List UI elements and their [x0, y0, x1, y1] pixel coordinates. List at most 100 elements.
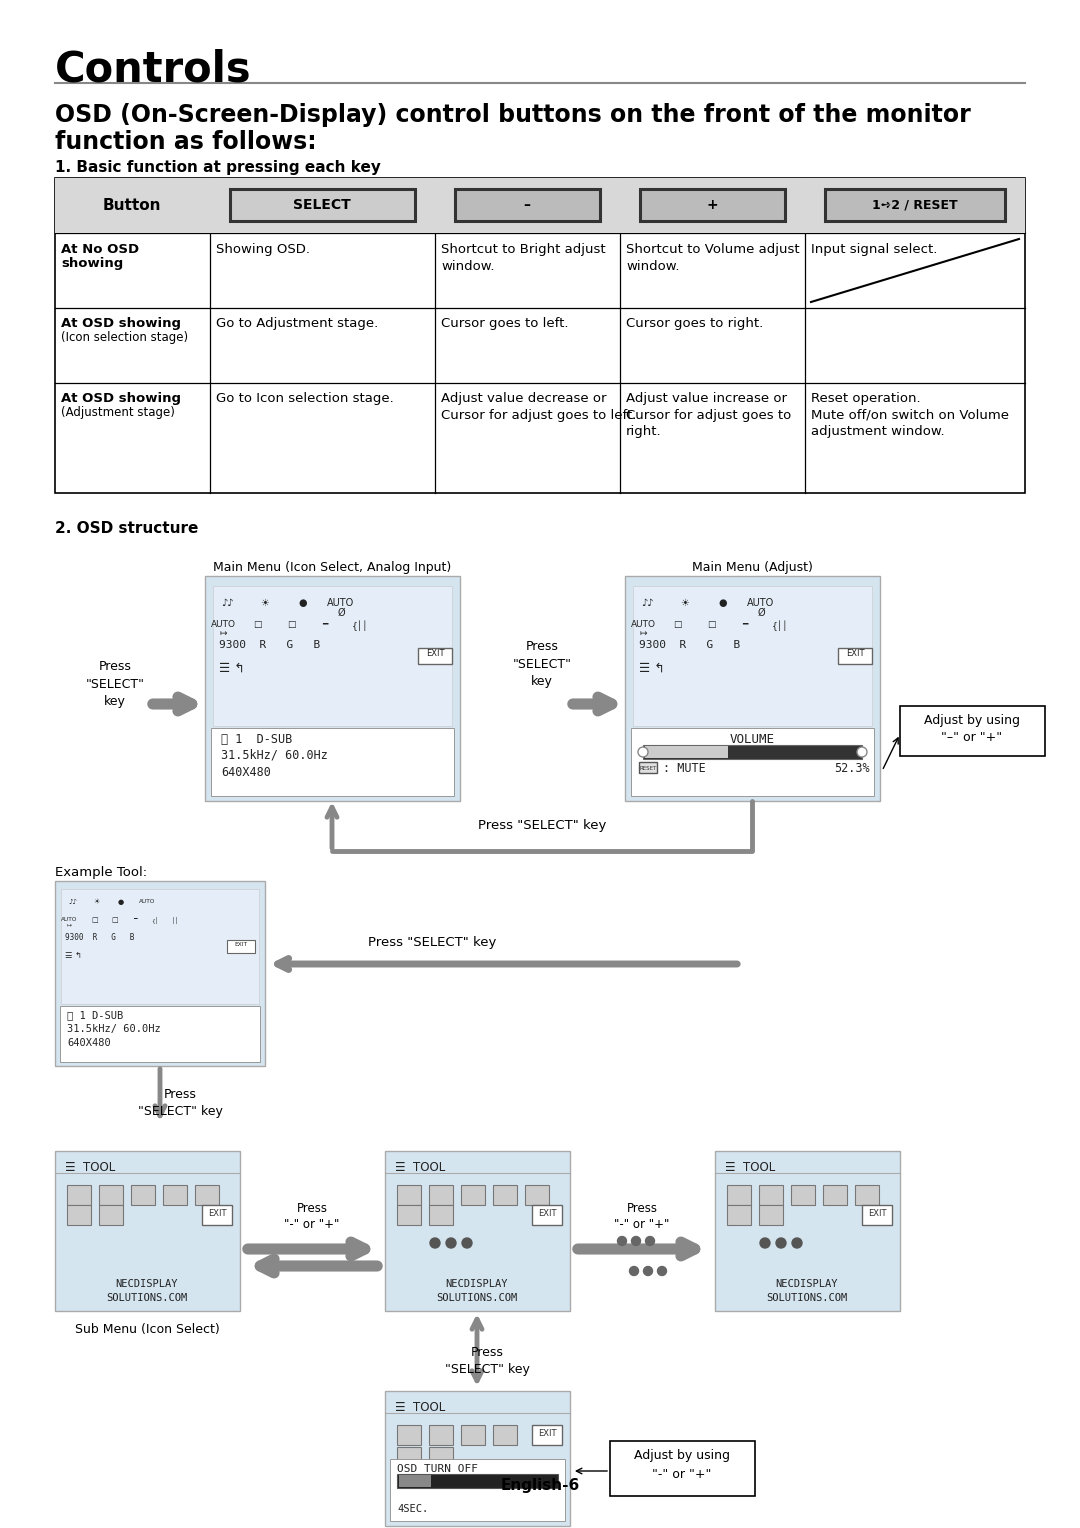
- Text: At OSD showing: At OSD showing: [60, 316, 181, 330]
- Text: ☰  TOOL: ☰ TOOL: [65, 1161, 116, 1174]
- Text: Go to Icon selection stage.: Go to Icon selection stage.: [216, 393, 394, 405]
- Text: 2. OSD structure: 2. OSD structure: [55, 521, 199, 536]
- Text: 9300  R   G   B: 9300 R G B: [219, 640, 321, 649]
- Text: EXIT: EXIT: [207, 1209, 226, 1218]
- Text: ⎔ 1  D-SUB: ⎔ 1 D-SUB: [221, 733, 293, 746]
- Text: Press "SELECT" key: Press "SELECT" key: [477, 819, 606, 833]
- Text: AUTO
↦: AUTO ↦: [631, 620, 656, 639]
- Bar: [532, 1426, 562, 1445]
- Text: □: □: [92, 917, 98, 923]
- Text: Adjust value decrease or
Cursor for adjust goes to left.: Adjust value decrease or Cursor for adju…: [441, 393, 636, 422]
- Text: □: □: [253, 620, 261, 630]
- Text: Reset operation.
Mute off/on switch on Volume
adjustment window.: Reset operation. Mute off/on switch on V…: [811, 393, 1009, 439]
- Text: {│: {│: [151, 917, 159, 924]
- Text: +: +: [706, 199, 718, 212]
- Text: NECDISPLAY: NECDISPLAY: [446, 1279, 509, 1290]
- Bar: [163, 1186, 187, 1206]
- Bar: [397, 1426, 421, 1445]
- Bar: [213, 587, 453, 726]
- Bar: [461, 1426, 485, 1445]
- Circle shape: [462, 1238, 472, 1248]
- Bar: [67, 1206, 91, 1225]
- Text: "-" or "+": "-" or "+": [652, 1468, 712, 1481]
- Text: Controls: Controls: [55, 47, 252, 90]
- Bar: [60, 889, 259, 1004]
- Text: □: □: [706, 620, 715, 630]
- Text: English-6: English-6: [500, 1478, 580, 1493]
- Text: EXIT: EXIT: [538, 1209, 556, 1218]
- Text: EXIT: EXIT: [234, 943, 247, 947]
- Text: ━: ━: [322, 620, 327, 630]
- Text: Press
"-" or "+": Press "-" or "+": [284, 1201, 340, 1230]
- Text: Cursor goes to right.: Cursor goes to right.: [626, 316, 764, 330]
- Text: NECDISPLAY: NECDISPLAY: [116, 1279, 178, 1290]
- Bar: [643, 746, 862, 759]
- Bar: [429, 1447, 453, 1467]
- Bar: [461, 1186, 485, 1206]
- Text: At OSD showing: At OSD showing: [60, 393, 181, 405]
- Text: 31.5kHz/ 60.0Hz: 31.5kHz/ 60.0Hz: [221, 749, 328, 762]
- Bar: [99, 1186, 123, 1206]
- Text: 4SEC.: 4SEC.: [397, 1504, 429, 1514]
- Bar: [390, 1459, 565, 1520]
- Circle shape: [777, 1238, 786, 1248]
- Bar: [429, 1426, 453, 1445]
- Bar: [492, 1186, 517, 1206]
- Text: AUTO
Ø: AUTO Ø: [327, 597, 354, 617]
- Circle shape: [446, 1238, 456, 1248]
- Text: □: □: [111, 917, 119, 923]
- Bar: [862, 1206, 892, 1225]
- Bar: [633, 587, 872, 726]
- Text: □: □: [673, 620, 681, 630]
- Text: ☀: ☀: [94, 898, 100, 905]
- Text: SOLUTIONS.COM: SOLUTIONS.COM: [436, 1293, 517, 1303]
- Text: ☰ ↰: ☰ ↰: [219, 662, 245, 675]
- Text: ⎔ 1 D-SUB: ⎔ 1 D-SUB: [67, 1010, 123, 1021]
- Bar: [99, 1206, 123, 1225]
- Text: ━: ━: [133, 917, 137, 921]
- Bar: [55, 177, 1025, 232]
- Text: "–" or "+": "–" or "+": [942, 730, 1002, 744]
- Bar: [640, 189, 785, 222]
- Text: Go to Adjustment stage.: Go to Adjustment stage.: [216, 316, 378, 330]
- Text: Press
"SELECT"
key: Press "SELECT" key: [513, 640, 571, 688]
- Bar: [399, 1475, 431, 1487]
- Text: showing: showing: [60, 257, 123, 270]
- Bar: [727, 1186, 751, 1206]
- Text: {││: {││: [352, 620, 368, 631]
- Bar: [67, 1186, 91, 1206]
- Text: EXIT: EXIT: [846, 649, 864, 659]
- Bar: [55, 882, 265, 1067]
- Bar: [205, 576, 460, 801]
- Circle shape: [858, 747, 867, 756]
- Bar: [838, 648, 872, 665]
- Text: Button: Button: [103, 197, 161, 212]
- Text: 52.3%: 52.3%: [835, 762, 870, 776]
- Text: Press "SELECT" key: Press "SELECT" key: [368, 937, 496, 949]
- Bar: [492, 1426, 517, 1445]
- Text: Press
"-" or "+": Press "-" or "+": [615, 1201, 670, 1230]
- Text: {││: {││: [772, 620, 788, 631]
- Circle shape: [658, 1267, 666, 1276]
- Text: 9300  R   G   B: 9300 R G B: [639, 640, 740, 649]
- Text: (Icon selection stage): (Icon selection stage): [60, 332, 188, 344]
- Text: Adjust value increase or
Cursor for adjust goes to
right.: Adjust value increase or Cursor for adju…: [626, 393, 792, 439]
- Text: SELECT: SELECT: [293, 199, 351, 212]
- Text: EXIT: EXIT: [867, 1209, 887, 1218]
- Text: EXIT: EXIT: [426, 649, 444, 659]
- Text: ●: ●: [719, 597, 727, 608]
- Circle shape: [644, 1267, 652, 1276]
- Bar: [525, 1186, 549, 1206]
- Circle shape: [646, 1236, 654, 1245]
- Text: 640X480: 640X480: [67, 1038, 111, 1048]
- Text: 1. Basic function at pressing each key: 1. Basic function at pressing each key: [55, 160, 381, 176]
- Text: ●: ●: [299, 597, 307, 608]
- Text: EXIT: EXIT: [538, 1429, 556, 1438]
- Text: (Adjustment stage): (Adjustment stage): [60, 406, 175, 419]
- Bar: [55, 1151, 240, 1311]
- Bar: [211, 727, 454, 796]
- Text: Shortcut to Volume adjust
window.: Shortcut to Volume adjust window.: [626, 243, 799, 272]
- Text: Press
"SELECT" key: Press "SELECT" key: [445, 1346, 529, 1375]
- Text: ━: ━: [742, 620, 747, 630]
- Text: –: –: [524, 199, 530, 212]
